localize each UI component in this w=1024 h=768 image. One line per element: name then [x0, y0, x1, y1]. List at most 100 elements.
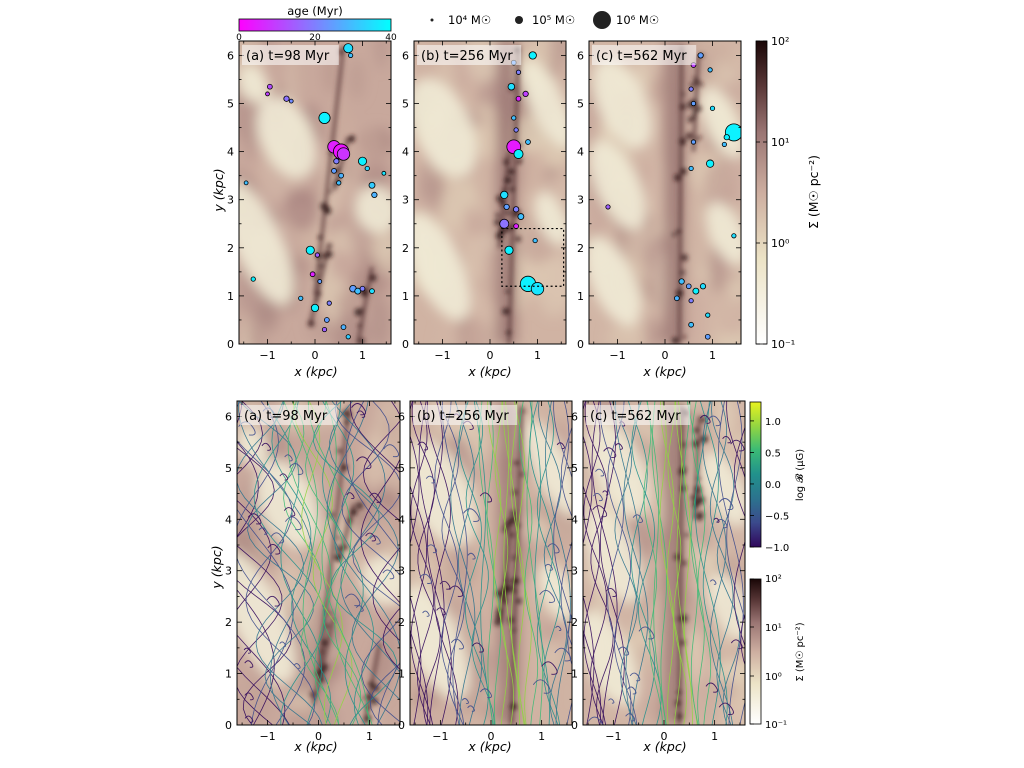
sigma-bot-tick-1: 10⁰ — [765, 672, 782, 683]
b-colorbar-tick: −0.5 — [765, 511, 789, 522]
bottom-xlabel-b: x (kpc) — [467, 739, 511, 754]
legend-marker-1e4 — [430, 18, 434, 22]
bottom-a-density-map — [237, 401, 400, 725]
bottom-c-ytick: 1 — [571, 668, 578, 681]
cluster-marker — [381, 170, 387, 176]
top-xlabel-c: x (kpc) — [642, 364, 686, 379]
cluster-marker — [500, 190, 509, 200]
bottom-xlabel-c: x (kpc) — [642, 739, 686, 754]
top-b-ytick: 3 — [402, 194, 409, 207]
cluster-marker — [513, 223, 519, 229]
top-a-xtick: −1 — [259, 349, 275, 362]
top-a-ytick: 2 — [227, 242, 234, 255]
cluster-marker — [522, 90, 529, 98]
bottom-a-xtick: 1 — [366, 730, 373, 743]
cluster-marker — [343, 43, 354, 54]
top-c-density-map — [589, 41, 741, 344]
bottom-a-ytick: 1 — [225, 668, 232, 681]
bottom-row-panels: −1 0 1 0 1 2 3 4 5 6 (a) t=98 Myr −1 0 1 0 1 2 3 4 5 6 (b) t=… — [225, 400, 746, 743]
cluster-marker — [336, 180, 342, 186]
cluster-marker — [324, 317, 330, 323]
bottom-c-ytick: 2 — [571, 616, 578, 629]
cluster-marker — [369, 288, 375, 294]
bottom-c-panel-label: (c) t=562 Myr — [590, 409, 681, 424]
age-tick-0: 0 — [236, 33, 242, 43]
top-c-xtick: −1 — [609, 349, 625, 362]
cluster-marker — [321, 326, 328, 333]
cluster-marker — [704, 333, 711, 340]
top-b-xtick: 0 — [487, 349, 494, 362]
cluster-marker — [288, 98, 294, 104]
bottom-a-ytick: 3 — [225, 565, 232, 578]
age-tick-20: 20 — [309, 33, 321, 43]
b-colorbar-tick: 0.5 — [765, 448, 781, 459]
sigma-colorbar-bottom: 10² 10¹ 10⁰ 10⁻¹ Σ (M☉ pc⁻²) — [749, 574, 806, 731]
cluster-marker — [283, 95, 290, 102]
top-c-ytick: 0 — [577, 338, 584, 351]
cluster-marker — [243, 180, 249, 186]
bottom-c-ytick: 5 — [571, 462, 578, 475]
bottom-c-density-map — [583, 401, 745, 725]
bottom-b-ytick: 0 — [398, 719, 405, 732]
age-tick-40: 40 — [385, 33, 397, 43]
top-c-ytick: 1 — [577, 290, 584, 303]
cluster-marker — [731, 233, 737, 239]
cluster-marker — [605, 204, 611, 210]
bottom-b-panel-label: (b) t=256 Myr — [417, 409, 509, 424]
cluster-marker — [265, 91, 270, 97]
top-a-ytick: 3 — [227, 194, 234, 207]
legend-marker-1e6 — [593, 11, 611, 29]
bottom-a-ytick: 5 — [225, 462, 232, 475]
cluster-marker — [338, 172, 344, 179]
cluster-marker — [678, 278, 685, 285]
cluster-marker — [530, 282, 545, 296]
cluster-marker — [674, 295, 680, 302]
sigma-top-label: Σ (M☉ pc⁻²) — [806, 155, 821, 229]
top-a-xtick: 1 — [359, 349, 366, 362]
cluster-marker — [528, 51, 537, 60]
top-a-ytick: 5 — [227, 98, 234, 111]
bottom-c-xtick: −1 — [605, 730, 621, 743]
sigma-bot-label: Σ (M☉ pc⁻²) — [795, 622, 806, 681]
cluster-marker — [298, 295, 304, 301]
cluster-marker — [688, 165, 694, 172]
cluster-marker — [517, 213, 525, 220]
top-xlabel-a: x (kpc) — [293, 364, 337, 379]
bottom-b-xtick: 1 — [538, 730, 545, 743]
sigma-bot-tick-0.1: 10⁻¹ — [765, 720, 787, 731]
cluster-marker — [706, 159, 715, 168]
cluster-marker — [340, 324, 347, 330]
bottom-c-xtick: 0 — [661, 730, 668, 743]
top-b-ytick: 6 — [402, 49, 409, 62]
cluster-marker — [511, 115, 517, 121]
top-c-ytick: 2 — [577, 242, 584, 255]
top-a-density-map — [239, 41, 391, 344]
cluster-marker — [709, 105, 716, 111]
cluster-marker — [359, 285, 366, 292]
cluster-marker — [331, 168, 337, 174]
top-a-ytick: 4 — [227, 146, 234, 159]
top-c-ytick: 5 — [577, 98, 584, 111]
cluster-marker — [364, 165, 370, 172]
bottom-panel-b: −1 0 1 0 1 2 3 4 5 6 (b) t=256 Myr — [398, 400, 573, 743]
cluster-marker — [688, 298, 694, 304]
cluster-marker — [504, 245, 514, 255]
top-b-ytick: 5 — [402, 98, 409, 111]
top-b-panel-label: (b) t=256 Myr — [421, 49, 513, 64]
bottom-c-ytick: 6 — [571, 410, 578, 423]
sigma-bot-tick-10: 10¹ — [765, 623, 782, 634]
sigma-top-tick-10: 10¹ — [771, 136, 789, 149]
bottom-ylabel: y (kpc) — [209, 545, 224, 589]
cluster-marker — [697, 52, 704, 59]
top-b-xtick: 1 — [534, 349, 541, 362]
sigma-top-tick-1: 10⁰ — [771, 237, 790, 250]
top-a-panel-label: (a) t=98 Myr — [246, 49, 330, 64]
bottom-b-ytick: 3 — [398, 565, 405, 578]
bottom-b-xtick: −1 — [432, 730, 448, 743]
top-ylabel: y (kpc) — [211, 168, 226, 212]
sigma-bot-tick-100: 10² — [765, 574, 782, 585]
bottom-c-ytick: 3 — [571, 565, 578, 578]
sigma-colorbar-top: 10² 10¹ 10⁰ 10⁻¹ Σ (M☉ pc⁻²) — [755, 35, 821, 351]
cluster-marker — [723, 134, 730, 141]
bottom-a-ytick: 2 — [225, 616, 232, 629]
